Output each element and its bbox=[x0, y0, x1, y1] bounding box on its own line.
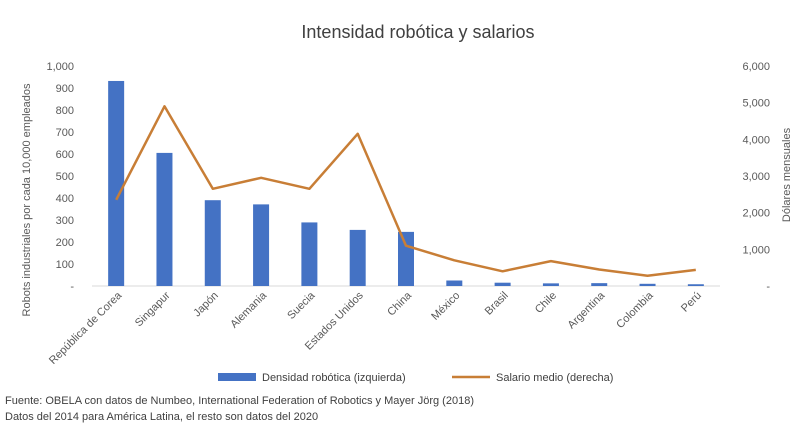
y-left-tick-label: 100 bbox=[56, 259, 74, 271]
bar bbox=[156, 153, 172, 286]
bar bbox=[108, 81, 124, 286]
bar bbox=[543, 283, 559, 286]
category-label: República de Corea bbox=[47, 289, 125, 367]
category-label: Argentina bbox=[566, 289, 608, 331]
legend-label-line: Salario medio (derecha) bbox=[496, 372, 613, 384]
legend: Densidad robótica (izquierda) Salario me… bbox=[218, 372, 613, 384]
bar-series bbox=[108, 81, 704, 286]
bar bbox=[205, 200, 221, 286]
bar bbox=[688, 284, 704, 286]
category-label: China bbox=[385, 289, 414, 318]
category-label: Brasil bbox=[483, 290, 511, 318]
category-label: Suecia bbox=[285, 289, 318, 322]
y-left-tick-label: 700 bbox=[56, 127, 74, 139]
category-label: Perú bbox=[679, 290, 704, 315]
legend-swatch-bars bbox=[218, 373, 256, 381]
data-years-note: Datos del 2014 para América Latina, el r… bbox=[5, 411, 318, 423]
y-right-tick-label: 5,000 bbox=[742, 98, 770, 110]
y-left-tick-label: 200 bbox=[56, 237, 74, 249]
bar bbox=[495, 283, 511, 286]
bar bbox=[253, 204, 269, 286]
y-right-axis-title: Dólares mensuales bbox=[781, 127, 793, 222]
y-left-tick-label: 400 bbox=[56, 193, 74, 205]
y-right-tick-label: - bbox=[766, 281, 770, 293]
y-left-axis-title: Robots industriales por cada 10,000 empl… bbox=[21, 83, 33, 316]
y-left-tick-label: 1,000 bbox=[46, 61, 74, 73]
y-right-tick-label: 6,000 bbox=[742, 61, 770, 73]
y-left-tick-label: 600 bbox=[56, 149, 74, 161]
y-right-tick-label: 4,000 bbox=[742, 134, 770, 146]
source-note: Fuente: OBELA con datos de Numbeo, Inter… bbox=[5, 395, 474, 407]
y-left-tick-label: 300 bbox=[56, 215, 74, 227]
bar bbox=[591, 283, 607, 286]
bar bbox=[398, 232, 414, 286]
bar bbox=[350, 230, 366, 286]
category-label: Alemania bbox=[228, 289, 270, 331]
y-left-tick-label: 800 bbox=[56, 105, 74, 117]
y-right-tick-label: 2,000 bbox=[742, 208, 770, 220]
y-left-tick-label: 500 bbox=[56, 171, 74, 183]
chart-title: Intensidad robótica y salarios bbox=[301, 22, 534, 42]
y-left-tick-label: - bbox=[70, 281, 74, 293]
category-label: Chile bbox=[533, 290, 559, 316]
category-label: Colombia bbox=[614, 289, 656, 331]
bar bbox=[446, 281, 462, 287]
bar bbox=[640, 284, 656, 286]
y-left-tick-labels: - 100 200 300 400 500 600 700 800 900 1,000 bbox=[46, 61, 74, 293]
y-right-tick-labels: - 1,000 2,000 3,000 4,000 5,000 6,000 bbox=[742, 61, 770, 293]
category-label: México bbox=[429, 290, 462, 323]
y-right-tick-label: 1,000 bbox=[742, 244, 770, 256]
category-label: Singapur bbox=[133, 289, 173, 329]
bar bbox=[301, 222, 317, 286]
y-right-tick-label: 3,000 bbox=[742, 171, 770, 183]
legend-label-bars: Densidad robótica (izquierda) bbox=[262, 372, 406, 384]
category-label: Japón bbox=[191, 290, 221, 320]
y-left-tick-label: 900 bbox=[56, 83, 74, 95]
